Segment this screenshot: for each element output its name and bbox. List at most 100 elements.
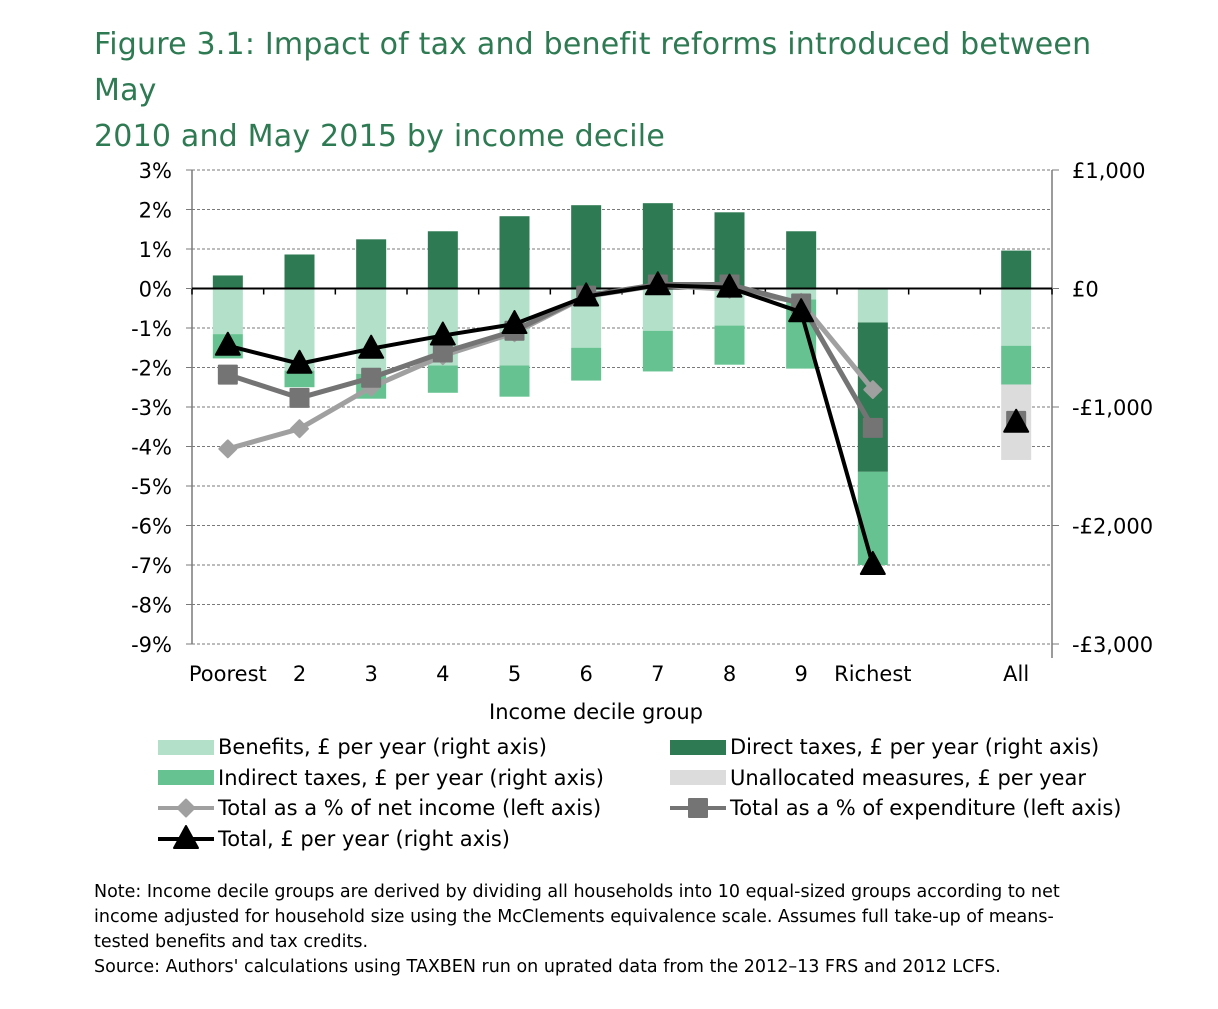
source-line: Source: Authors' calculations using TAXB…	[94, 957, 1001, 977]
marker-total-gbp	[1003, 408, 1030, 433]
legend-swatch	[670, 739, 726, 755]
legend-item-unallocated: Unallocated measures, £ per year	[670, 763, 1086, 793]
bar-benefits	[642, 288, 673, 331]
bar-indirect-taxes	[857, 471, 888, 566]
bar-benefits	[1001, 288, 1032, 346]
left-tick-label: 0%	[139, 278, 172, 302]
x-tick-label: 9	[794, 662, 807, 686]
marker-pct-expenditure	[862, 417, 883, 438]
bar-indirect-taxes	[427, 365, 458, 393]
right-tick-label: £1,000	[1072, 159, 1145, 183]
note: Note: Income decile groups are derived b…	[94, 880, 1174, 980]
figure-title-line-1: Figure 3.1: Impact of tax and benefit re…	[94, 27, 1092, 108]
x-tick-label: 8	[723, 662, 736, 686]
legend-item-indirect-taxes: Indirect taxes, £ per year (right axis)	[158, 763, 604, 793]
legend-label: Unallocated measures, £ per year	[730, 765, 1086, 790]
bars	[212, 203, 1032, 566]
bar-direct-taxes	[212, 275, 243, 289]
marker-pct-expenditure	[289, 387, 310, 408]
left-tick-label: 2%	[139, 199, 172, 223]
lines	[214, 271, 1030, 575]
marker-total-gbp	[286, 349, 313, 374]
x-axis-title: Income decile group	[489, 700, 703, 724]
left-tick-label: -9%	[131, 633, 172, 657]
x-tick-label: Richest	[834, 662, 911, 686]
legend-item-pct-expenditure: Total as a % of expenditure (left axis)	[670, 793, 1121, 823]
bar-benefits	[356, 288, 387, 374]
legend-swatch	[158, 770, 214, 785]
bar-direct-taxes	[284, 254, 315, 289]
right-tick-label: -£1,000	[1072, 396, 1153, 420]
legend-item-benefits: Benefits, £ per year (right axis)	[158, 732, 547, 762]
x-tick-label: 3	[364, 662, 377, 686]
x-tick-label: All	[1003, 662, 1029, 686]
figure-title: Figure 3.1: Impact of tax and benefit re…	[94, 22, 1154, 160]
x-tick-label: 4	[436, 662, 449, 686]
marker-pct-net-income	[863, 380, 883, 400]
legend-label: Direct taxes, £ per year (right axis)	[730, 735, 1100, 759]
right-tick-label: -£2,000	[1072, 515, 1153, 539]
x-tick-label: 2	[293, 662, 306, 686]
legend-label: Benefits, £ per year (right axis)	[218, 735, 547, 759]
bar-direct-taxes	[356, 239, 387, 289]
left-tick-label: -7%	[131, 554, 172, 578]
axes	[186, 169, 1059, 658]
legend-label: Indirect taxes, £ per year (right axis)	[218, 765, 604, 790]
left-tick-label: -6%	[131, 515, 172, 539]
x-tick-label: 7	[651, 662, 664, 686]
gridlines	[192, 169, 1052, 645]
x-tick-label: 6	[579, 662, 592, 686]
legend-swatch	[670, 770, 726, 785]
right-tick-label: £0	[1072, 278, 1099, 302]
bar-direct-taxes	[499, 216, 530, 289]
legend-item-pct-net-income: Total as a % of net income (left axis)	[158, 793, 601, 823]
figure-title-line-2: 2010 and May 2015 by income decile	[94, 119, 665, 154]
legend-marker	[173, 824, 199, 849]
left-tick-label: -8%	[131, 594, 172, 618]
marker-pct-expenditure	[361, 367, 382, 388]
x-tick-label: Poorest	[189, 662, 267, 686]
legend-label: Total, £ per year (right axis)	[218, 826, 510, 851]
bar-indirect-taxes	[1001, 345, 1032, 385]
legend-marker	[688, 798, 708, 818]
legend-item-total-gbp: Total, £ per year (right axis)	[158, 824, 510, 854]
marker-total-gbp	[788, 298, 815, 323]
bar-direct-taxes	[1001, 250, 1032, 289]
bar-direct-taxes	[427, 231, 458, 289]
bar-indirect-taxes	[714, 325, 745, 365]
bar-indirect-taxes	[642, 330, 673, 372]
left-tick-label: -4%	[131, 436, 172, 460]
marker-pct-expenditure	[217, 364, 238, 385]
line-pct-expenditure	[227, 282, 875, 430]
legend-label: Total as a % of net income (left axis)	[218, 796, 602, 820]
marker-total-gbp	[214, 331, 241, 356]
legend-line-swatch	[158, 824, 214, 849]
left-tick-label: 1%	[139, 238, 172, 262]
marker-total-gbp	[573, 282, 600, 307]
note-line-3: tested benefits and tax credits.	[94, 932, 369, 952]
marker-total-gbp	[716, 273, 743, 298]
marker-total-gbp	[429, 321, 456, 346]
right-tick-label: -£3,000	[1072, 633, 1153, 657]
left-tick-label: -2%	[131, 357, 172, 381]
legend-marker	[176, 798, 196, 818]
marker-pct-net-income	[218, 439, 238, 459]
legend-label: Total as a % of expenditure (left axis)	[730, 796, 1122, 820]
bar-indirect-taxes	[571, 347, 602, 381]
marker-pct-expenditure	[432, 342, 453, 363]
marker-pct-net-income	[290, 419, 309, 439]
bar-direct-taxes	[786, 231, 817, 289]
marker-total-gbp	[644, 271, 671, 296]
bar-benefits	[212, 288, 243, 335]
bar-direct-taxes	[571, 205, 602, 289]
left-tick-label: -3%	[131, 396, 172, 420]
chart: 3% 2% 1% 0% -1% -2% -3% -4% -5% -6% -7% -8% -9% £1,00…	[131, 159, 1153, 724]
marker-total-gbp	[501, 310, 528, 335]
x-tick-label: 5	[508, 662, 521, 686]
tick-labels: 3% 2% 1% 0% -1% -2% -3% -4% -5% -6% -7% -8% -9% £1,00…	[131, 159, 1153, 686]
legend-line-swatch	[158, 798, 214, 818]
left-tick-label: -5%	[131, 475, 172, 499]
marker-total-gbp	[358, 334, 385, 359]
left-tick-label: 3%	[139, 159, 172, 183]
legend-line-swatch	[670, 798, 726, 818]
